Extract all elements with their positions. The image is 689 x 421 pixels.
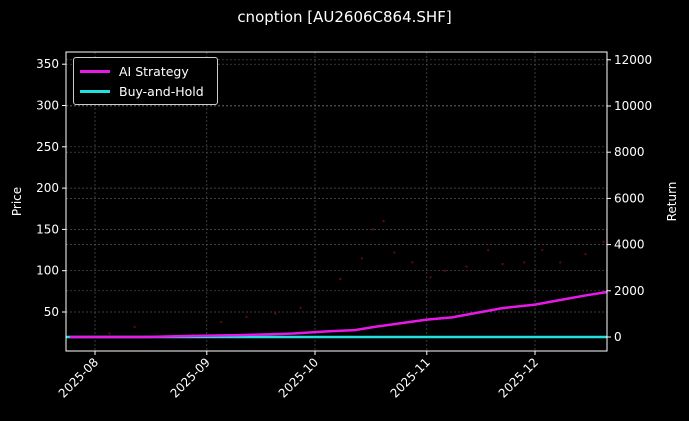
price-point xyxy=(465,265,468,268)
price-point xyxy=(108,332,111,335)
right-tick-label: 2000 xyxy=(614,284,645,298)
legend-swatch-magenta-icon xyxy=(80,69,110,73)
legend-label: AI Strategy xyxy=(119,63,189,79)
legend: AI Strategy Buy-and-Hold xyxy=(73,57,218,105)
right-tick-label: 8000 xyxy=(614,145,645,159)
x-tick-label: 2025-08 xyxy=(56,355,101,400)
price-point xyxy=(602,240,605,243)
legend-item-ai-strategy: AI Strategy xyxy=(80,62,189,80)
left-tick-label: 300 xyxy=(36,99,59,113)
price-point xyxy=(299,306,302,310)
right-tick-label: 6000 xyxy=(614,191,645,205)
price-point xyxy=(522,261,526,264)
x-tick-label: 2025-12 xyxy=(496,355,541,400)
series-line-ai-strategy xyxy=(69,290,608,339)
price-point xyxy=(443,269,447,272)
left-tick-label: 250 xyxy=(36,140,59,154)
right-tick-label: 10000 xyxy=(614,99,652,113)
price-point xyxy=(584,252,587,256)
price-point xyxy=(486,248,490,252)
price-point xyxy=(382,219,385,223)
price-point xyxy=(501,262,504,266)
price-point xyxy=(393,251,396,254)
price-point xyxy=(541,248,544,252)
right-tick-label: 0 xyxy=(614,330,622,344)
price-point xyxy=(371,228,374,231)
price-point xyxy=(220,320,223,324)
left-tick-label: 100 xyxy=(36,264,59,278)
price-point xyxy=(339,277,342,281)
y-axis-label-right: Return xyxy=(665,182,679,222)
y-axis-label-left: Price xyxy=(10,187,24,216)
price-point xyxy=(133,325,136,329)
x-tick-label: 2025-11 xyxy=(388,355,433,400)
price-point xyxy=(411,261,414,264)
left-tick-label: 200 xyxy=(36,181,59,195)
legend-swatch-cyan-icon xyxy=(80,89,110,93)
legend-label: Buy-and-Hold xyxy=(119,83,204,99)
price-point xyxy=(245,315,248,319)
right-tick-label: 4000 xyxy=(614,238,645,252)
legend-item-buy-and-hold: Buy-and-Hold xyxy=(80,82,204,100)
plot-frame xyxy=(65,51,608,352)
price-point xyxy=(559,261,562,264)
left-tick-label: 350 xyxy=(36,57,59,71)
left-tick-label: 50 xyxy=(44,305,59,319)
price-point xyxy=(274,312,277,315)
price-point xyxy=(429,276,432,279)
x-tick-label: 2025-09 xyxy=(168,355,213,400)
left-tick-label: 150 xyxy=(36,222,59,236)
price-point xyxy=(360,257,364,260)
right-tick-label: 12000 xyxy=(614,53,652,67)
x-tick-label: 2025-10 xyxy=(276,355,321,400)
chart-title: cnoption [AU2606C864.SHF] xyxy=(237,8,452,26)
